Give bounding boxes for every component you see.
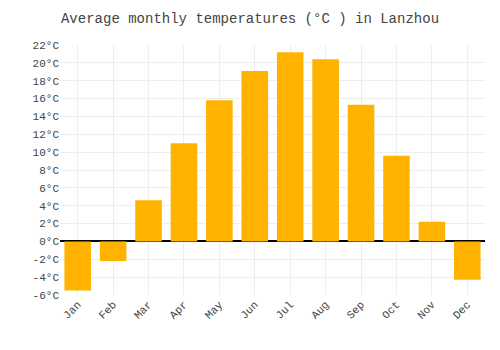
svg-text:2°C: 2°C (39, 218, 59, 230)
svg-text:Oct: Oct (380, 299, 402, 321)
svg-text:Aug: Aug (309, 299, 331, 321)
svg-text:Sep: Sep (345, 299, 367, 321)
svg-text:18°C: 18°C (33, 76, 60, 88)
svg-text:Mar: Mar (132, 299, 154, 321)
svg-text:0°C: 0°C (39, 236, 59, 248)
svg-text:-2°C: -2°C (33, 254, 60, 266)
svg-text:Feb: Feb (97, 299, 119, 321)
svg-text:4°C: 4°C (39, 201, 59, 213)
svg-text:-4°C: -4°C (33, 272, 60, 284)
svg-text:Average monthly temperatures (: Average monthly temperatures (°C ) in La… (61, 11, 439, 27)
svg-text:Jul: Jul (274, 299, 296, 321)
svg-text:6°C: 6°C (39, 183, 59, 195)
svg-text:22°C: 22°C (33, 40, 60, 52)
svg-text:20°C: 20°C (33, 58, 60, 70)
svg-text:Jun: Jun (238, 299, 260, 321)
svg-text:8°C: 8°C (39, 165, 59, 177)
svg-text:14°C: 14°C (33, 111, 60, 123)
svg-text:Nov: Nov (415, 299, 438, 322)
svg-text:-6°C: -6°C (33, 290, 60, 302)
svg-text:12°C: 12°C (33, 129, 60, 141)
svg-text:Jan: Jan (61, 299, 83, 321)
svg-text:16°C: 16°C (33, 93, 60, 105)
svg-text:10°C: 10°C (33, 147, 60, 159)
svg-text:Apr: Apr (167, 299, 189, 321)
svg-text:May: May (203, 299, 226, 322)
svg-text:Dec: Dec (451, 299, 473, 321)
